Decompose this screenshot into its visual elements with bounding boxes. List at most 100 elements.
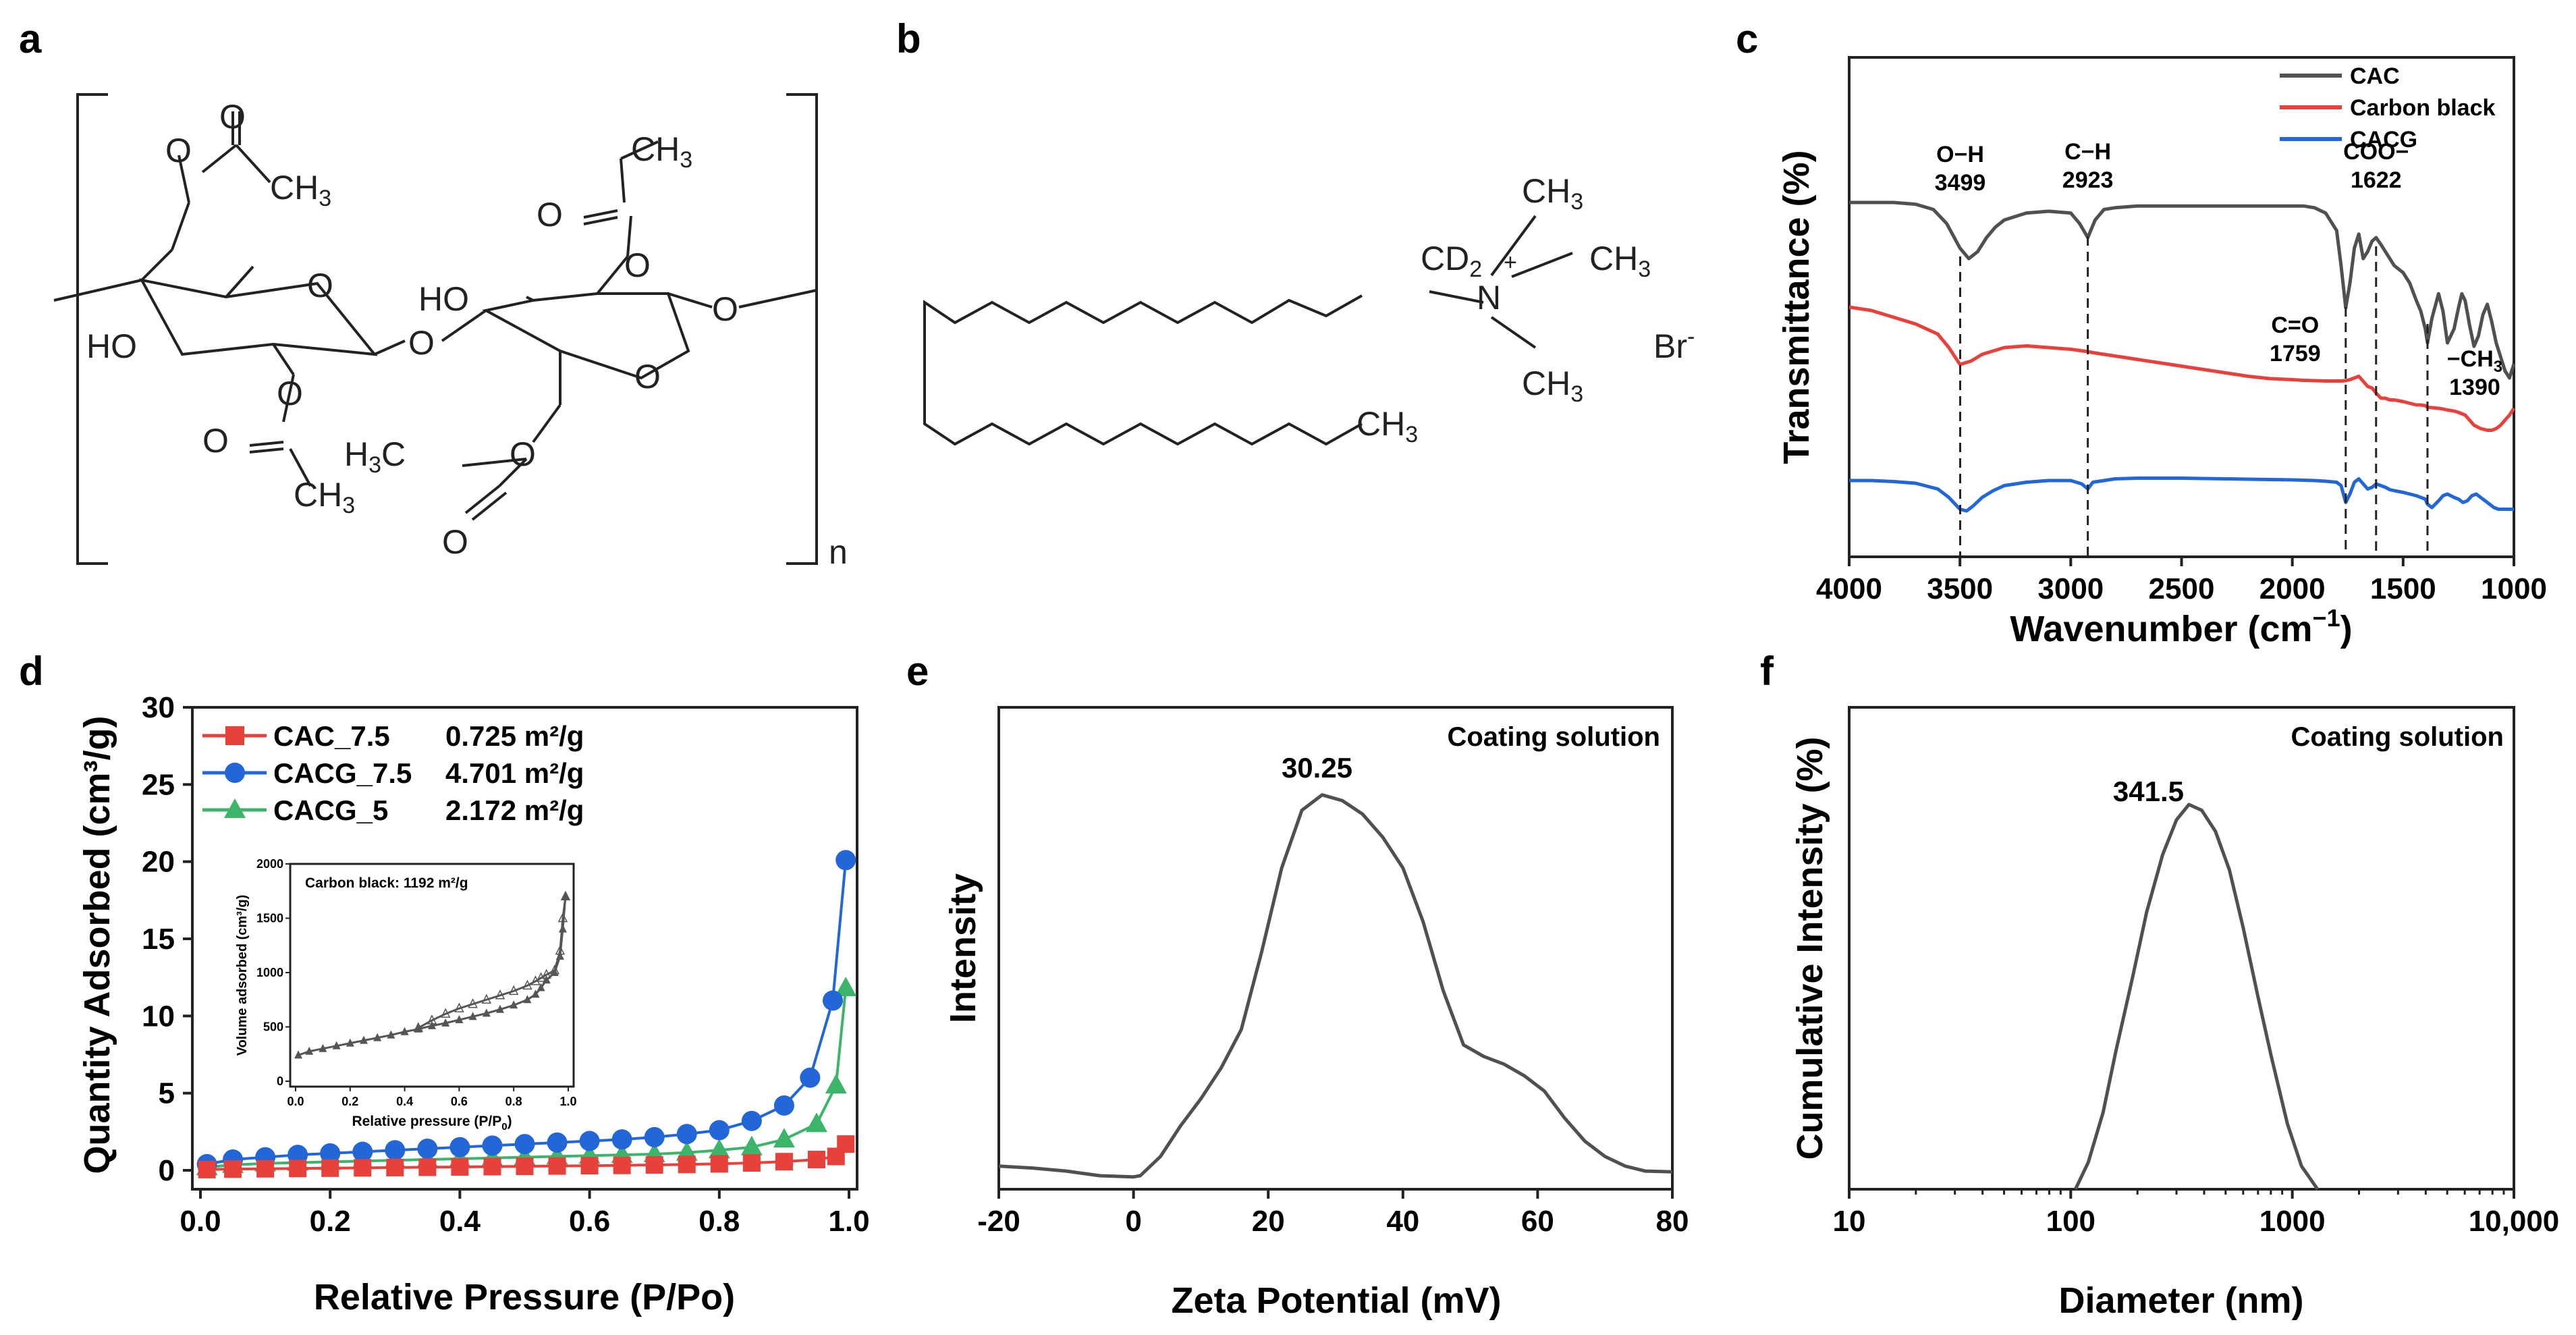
inset-point [360, 1035, 368, 1044]
inset-chart: 0.0 0.2 0.4 0.6 0.8 1.0 0 500 1000 1500 2000 Carbon… [235, 857, 577, 1133]
data-point [708, 1139, 730, 1159]
inset-point [508, 985, 519, 996]
data-point [740, 1135, 763, 1155]
svg-text:O: O [442, 523, 468, 561]
svg-text:O: O [219, 98, 246, 136]
panel-label-e: e [906, 649, 929, 694]
ftir-chart: 4000 3500 3000 2500 2000 1500 1000 O−H 3499 C−H2… [1776, 56, 2547, 649]
plot-frame [997, 706, 1674, 1191]
svg-text:H3C: H3C [344, 435, 406, 478]
svg-text:O: O [165, 132, 192, 169]
series-line [207, 1143, 847, 1171]
series-cacg [1849, 476, 2514, 513]
data-point [386, 1158, 404, 1176]
data-point [256, 1160, 275, 1178]
series-line [207, 987, 848, 1169]
inset-point [549, 964, 560, 975]
y-axis-label: Transmittance (%) [1776, 150, 1817, 464]
data-point [354, 1159, 372, 1177]
plot-frame [1848, 706, 2515, 1191]
inset-point [510, 1000, 518, 1009]
legend-label: CAC_7.5 [273, 720, 390, 752]
inset-point [523, 995, 532, 1004]
x-tick-label: 3000 [2037, 572, 2104, 605]
y-tick-label: 5 [159, 1077, 175, 1110]
svg-text:CH3: CH3 [294, 476, 355, 518]
legend-label: CACG_7.5 [273, 757, 412, 789]
data-point [807, 1150, 825, 1168]
dls-chart: 10 100 1000 10,000 Coating solution 341.5 D… [1790, 706, 2559, 1321]
x-tick-label: 20 [1252, 1205, 1285, 1238]
x-tick-label: 0.2 [310, 1205, 351, 1238]
inset-y-tick-label: 2000 [256, 857, 283, 871]
data-point [676, 1124, 697, 1145]
data-point [418, 1158, 437, 1176]
annotation-group: O−H [1936, 142, 1984, 167]
y-tick-label: 0 [159, 1154, 175, 1187]
svg-text:O: O [537, 196, 563, 234]
x-tick-label: 80 [1656, 1205, 1689, 1238]
inset-point [522, 979, 532, 990]
inset-point [468, 998, 478, 1008]
inset-point [536, 972, 546, 982]
y-tick-label: 25 [142, 768, 175, 801]
inset-point [468, 1012, 477, 1020]
svg-text:CH3: CH3 [270, 169, 331, 211]
data-point [773, 1128, 795, 1148]
inset-point [495, 989, 505, 1000]
inset-point [427, 1014, 437, 1025]
structure-a [53, 93, 818, 565]
inset-point [541, 969, 551, 979]
data-point [224, 1160, 242, 1178]
legend-marker [225, 763, 245, 783]
sample-note: Coating solution [1447, 722, 1660, 752]
data-point [773, 1095, 794, 1116]
annotation-group: −CH3 [2447, 346, 2502, 376]
x-axis-label: Zeta Potential (mV) [1171, 1280, 1501, 1321]
y-tick-label: 15 [142, 923, 175, 956]
svg-text:O: O [712, 290, 738, 328]
data-point [198, 1160, 216, 1178]
inset-x-tick-label: 0.6 [451, 1095, 468, 1108]
annotation-group: C=O [2271, 312, 2319, 338]
data-point [741, 1110, 762, 1131]
peak-label: 341.5 [2113, 775, 2184, 807]
data-point [678, 1155, 696, 1174]
legend-area: 0.725 m²/g [445, 720, 584, 752]
inset-x-tick-label: 1.0 [559, 1095, 576, 1108]
svg-text:HO: HO [418, 280, 469, 318]
zeta-line [998, 793, 1673, 1179]
svg-text:CH3: CH3 [631, 130, 692, 173]
x-tick-label: 1.0 [828, 1205, 869, 1238]
inset-x-label: Relative pressure (P/P0) [352, 1114, 512, 1133]
data-point [449, 1137, 470, 1157]
data-point [837, 1135, 855, 1153]
sample-note: Coating solution [2291, 722, 2504, 752]
inset-point [560, 890, 571, 901]
inset-x-tick-label: 0.2 [341, 1095, 358, 1108]
data-point [825, 1074, 847, 1094]
x-tick-label: 60 [1521, 1205, 1554, 1238]
plot-frame [191, 706, 858, 1191]
data-point [483, 1157, 501, 1176]
data-point [835, 850, 856, 871]
x-tick-label: 0.0 [180, 1205, 221, 1238]
x-tick-label: -20 [977, 1205, 1020, 1238]
data-point [579, 1130, 600, 1151]
svg-text:+: + [1504, 250, 1517, 275]
legend-label: CACG [2350, 127, 2417, 153]
svg-text:CH3: CH3 [1356, 405, 1418, 447]
inset-y-tick-label: 1000 [256, 966, 283, 979]
data-point [548, 1157, 566, 1175]
data-point [800, 1067, 821, 1088]
svg-text:O: O [202, 422, 229, 460]
data-point [320, 1143, 341, 1164]
dls-line [2074, 802, 2320, 1191]
svg-text:HO: HO [86, 327, 137, 365]
x-tick-label: 1500 [2370, 572, 2436, 605]
structure-a-labels: O O CH3 O HO O O CH3 O HO CH3 O O O O H3… [86, 98, 848, 571]
x-axis-label: Diameter (nm) [2058, 1280, 2303, 1321]
data-point [613, 1156, 631, 1174]
bracket-right [786, 93, 818, 565]
inset-point [373, 1033, 382, 1041]
